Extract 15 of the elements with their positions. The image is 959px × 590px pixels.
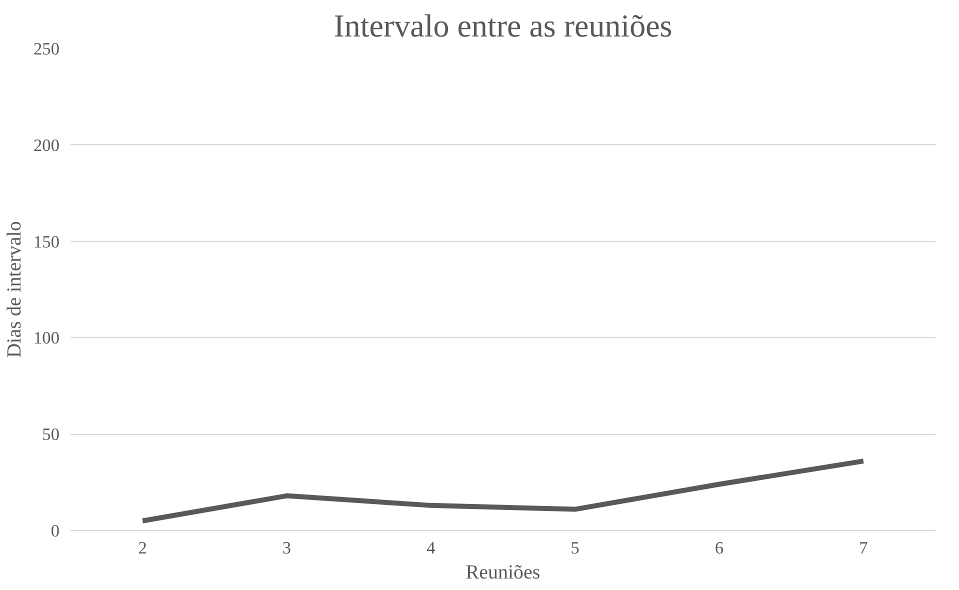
x-tick-label: 7 bbox=[859, 538, 868, 558]
x-tick-label: 2 bbox=[138, 538, 147, 558]
y-tick-label: 0 bbox=[50, 522, 60, 540]
x-axis-title: Reuniões bbox=[466, 562, 540, 584]
y-tick-label: 250 bbox=[34, 40, 60, 58]
y-tick-label: 50 bbox=[42, 425, 60, 444]
y-tick-label: 100 bbox=[34, 328, 60, 348]
y-axis-title: Dias de intervalo bbox=[4, 221, 26, 358]
x-tick-label: 3 bbox=[282, 538, 292, 558]
y-tick-label: 200 bbox=[34, 136, 60, 155]
x-tick-label: 4 bbox=[426, 538, 436, 558]
x-tick-label: 6 bbox=[714, 538, 724, 558]
chart-title: Intervalo entre as reuniões bbox=[334, 8, 672, 44]
x-tick-label: 5 bbox=[570, 538, 580, 558]
y-tick-label: 150 bbox=[34, 232, 60, 252]
